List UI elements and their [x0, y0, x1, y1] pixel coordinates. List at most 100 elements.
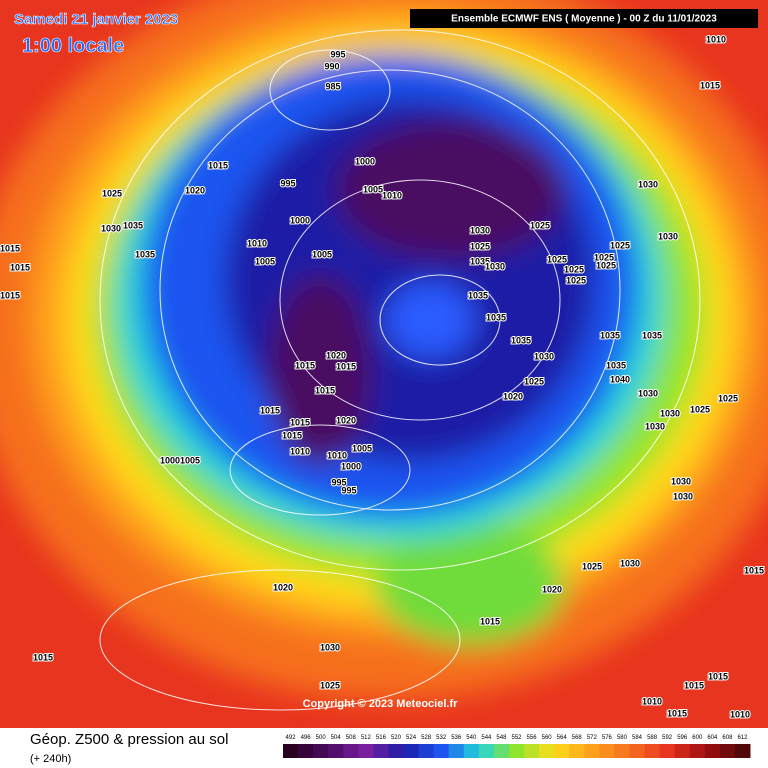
- date: Samedi 21 janvier 2023: [14, 11, 178, 28]
- isobar-label: 1020: [273, 582, 293, 592]
- scale-tick-label: 528: [421, 735, 432, 741]
- isobar-label: 985: [325, 81, 340, 91]
- isobar-label: 995: [330, 49, 345, 59]
- isobar-label: 990: [324, 61, 339, 71]
- scale-swatch: [388, 744, 405, 758]
- isobar-label: 1025: [102, 188, 122, 198]
- isobar-label: 1005: [255, 256, 275, 266]
- scale-swatch: [328, 744, 344, 758]
- scale-tick-label: 572: [587, 735, 598, 741]
- isobar-label: 1035: [600, 330, 620, 340]
- scale-swatch: [373, 744, 389, 758]
- isobar-label: 1035: [470, 256, 490, 266]
- scale-swatch: [313, 744, 329, 758]
- scale-tick-label: 536: [451, 735, 462, 741]
- model-info: Ensemble ECMWF ENS ( Moyenne ) - 00 Z du…: [451, 14, 717, 25]
- isobar-label: 1020: [503, 391, 523, 401]
- scale-swatch: [569, 744, 585, 758]
- scale-tick-label: 516: [376, 735, 387, 741]
- isobar-label: 1035: [511, 335, 531, 345]
- isobar-label: 1030: [620, 558, 640, 568]
- isobar-label: 1030: [645, 421, 665, 431]
- isobar-label: 1010: [706, 34, 726, 44]
- scale-tick-label: 580: [617, 735, 628, 741]
- scale-swatch: [614, 744, 630, 758]
- isobar-label: 1030: [660, 408, 680, 418]
- isobar-label: 1020: [185, 185, 205, 195]
- scale-swatch: [478, 744, 495, 758]
- isobar-label: 1020: [542, 584, 562, 594]
- isobar-label: 1015: [208, 160, 228, 170]
- scale-tick-label: 504: [331, 735, 342, 741]
- isobar-label: 1000: [341, 461, 361, 471]
- field: [0, 0, 768, 728]
- isobar-label: 1035: [468, 290, 488, 300]
- scale-swatch: [418, 744, 435, 758]
- isobar-label: 1030: [320, 642, 340, 652]
- isobar-label: 1015: [290, 417, 310, 427]
- isobar-label: 1015: [33, 652, 53, 662]
- scale-swatch: [448, 744, 465, 758]
- isobar-label: 1025: [470, 241, 490, 251]
- isobar-label: 1015: [744, 565, 764, 575]
- isobar-label: 1015: [336, 361, 356, 371]
- scale-tick-label: 524: [406, 735, 417, 741]
- scale-tick-label: 604: [707, 735, 718, 741]
- scale-tick-label: 576: [602, 735, 613, 741]
- scale-tick-label: 540: [466, 735, 477, 741]
- scale-swatch: [644, 744, 661, 758]
- scale-swatch: [629, 744, 646, 758]
- isobar-label: 1020: [336, 415, 356, 425]
- isobar-label: 1015: [700, 80, 720, 90]
- isobar-label: 1005: [363, 184, 383, 194]
- isobar-label: 1015: [260, 405, 280, 415]
- scale-swatch: [358, 744, 374, 758]
- lead-time: (+ 240h): [30, 753, 71, 765]
- isobar-label: 1035: [135, 249, 155, 259]
- isobar-label: 1030: [671, 476, 691, 486]
- isobar-label: 1015: [0, 243, 20, 253]
- scale-tick-label: 608: [722, 735, 733, 741]
- isobar-label: 1015: [295, 360, 315, 370]
- scale-swatch: [403, 744, 420, 758]
- scale-swatch: [508, 744, 525, 758]
- copyright: Copyright © 2023 Meteociel.fr: [303, 698, 459, 710]
- scale-swatch: [719, 744, 736, 758]
- isobar-label: 1030: [470, 225, 490, 235]
- scale-swatch: [343, 744, 359, 758]
- scale-swatch: [493, 744, 510, 758]
- isobar-label: 1030: [638, 179, 658, 189]
- isobar-label: 1035: [123, 220, 143, 230]
- scale-swatch: [584, 744, 600, 758]
- isobar-label: 1025: [564, 264, 584, 274]
- isobar-label: 995: [331, 477, 346, 487]
- scale-tick-label: 612: [737, 735, 748, 741]
- scale-swatch: [659, 744, 676, 758]
- isobar-label: 1015: [0, 290, 20, 300]
- isobar-label: 1030: [673, 491, 693, 501]
- scale-swatch: [524, 744, 540, 758]
- isobar-label: 1025: [596, 260, 616, 270]
- isobar-label: 1010: [382, 190, 402, 200]
- scale-tick-label: 592: [662, 735, 673, 741]
- isobar-label: 1005: [312, 249, 332, 259]
- isobar-label: 1000: [160, 455, 180, 465]
- scale-tick-label: 508: [346, 735, 357, 741]
- isobar-label: 1010: [327, 450, 347, 460]
- footer-title: Géop. Z500 & pression au sol: [30, 731, 228, 748]
- isobar-label: 1025: [582, 561, 602, 571]
- model-box: [410, 9, 758, 28]
- isobar-label: 1040: [610, 374, 630, 384]
- isobar-labels: 9959909851000995100510101000101010051005…: [0, 33, 765, 720]
- time: 1:00 locale: [22, 35, 124, 57]
- scale-swatch: [554, 744, 570, 758]
- isobar-label: 1030: [638, 388, 658, 398]
- isobar-label: 1025: [610, 240, 630, 250]
- scale-swatch: [734, 744, 751, 758]
- isobar-label: 1030: [658, 231, 678, 241]
- isobar-label: 995: [341, 485, 356, 495]
- isobar-label: 1025: [594, 252, 614, 262]
- scale-swatch: [283, 744, 299, 758]
- isobar-label: 1020: [326, 350, 346, 360]
